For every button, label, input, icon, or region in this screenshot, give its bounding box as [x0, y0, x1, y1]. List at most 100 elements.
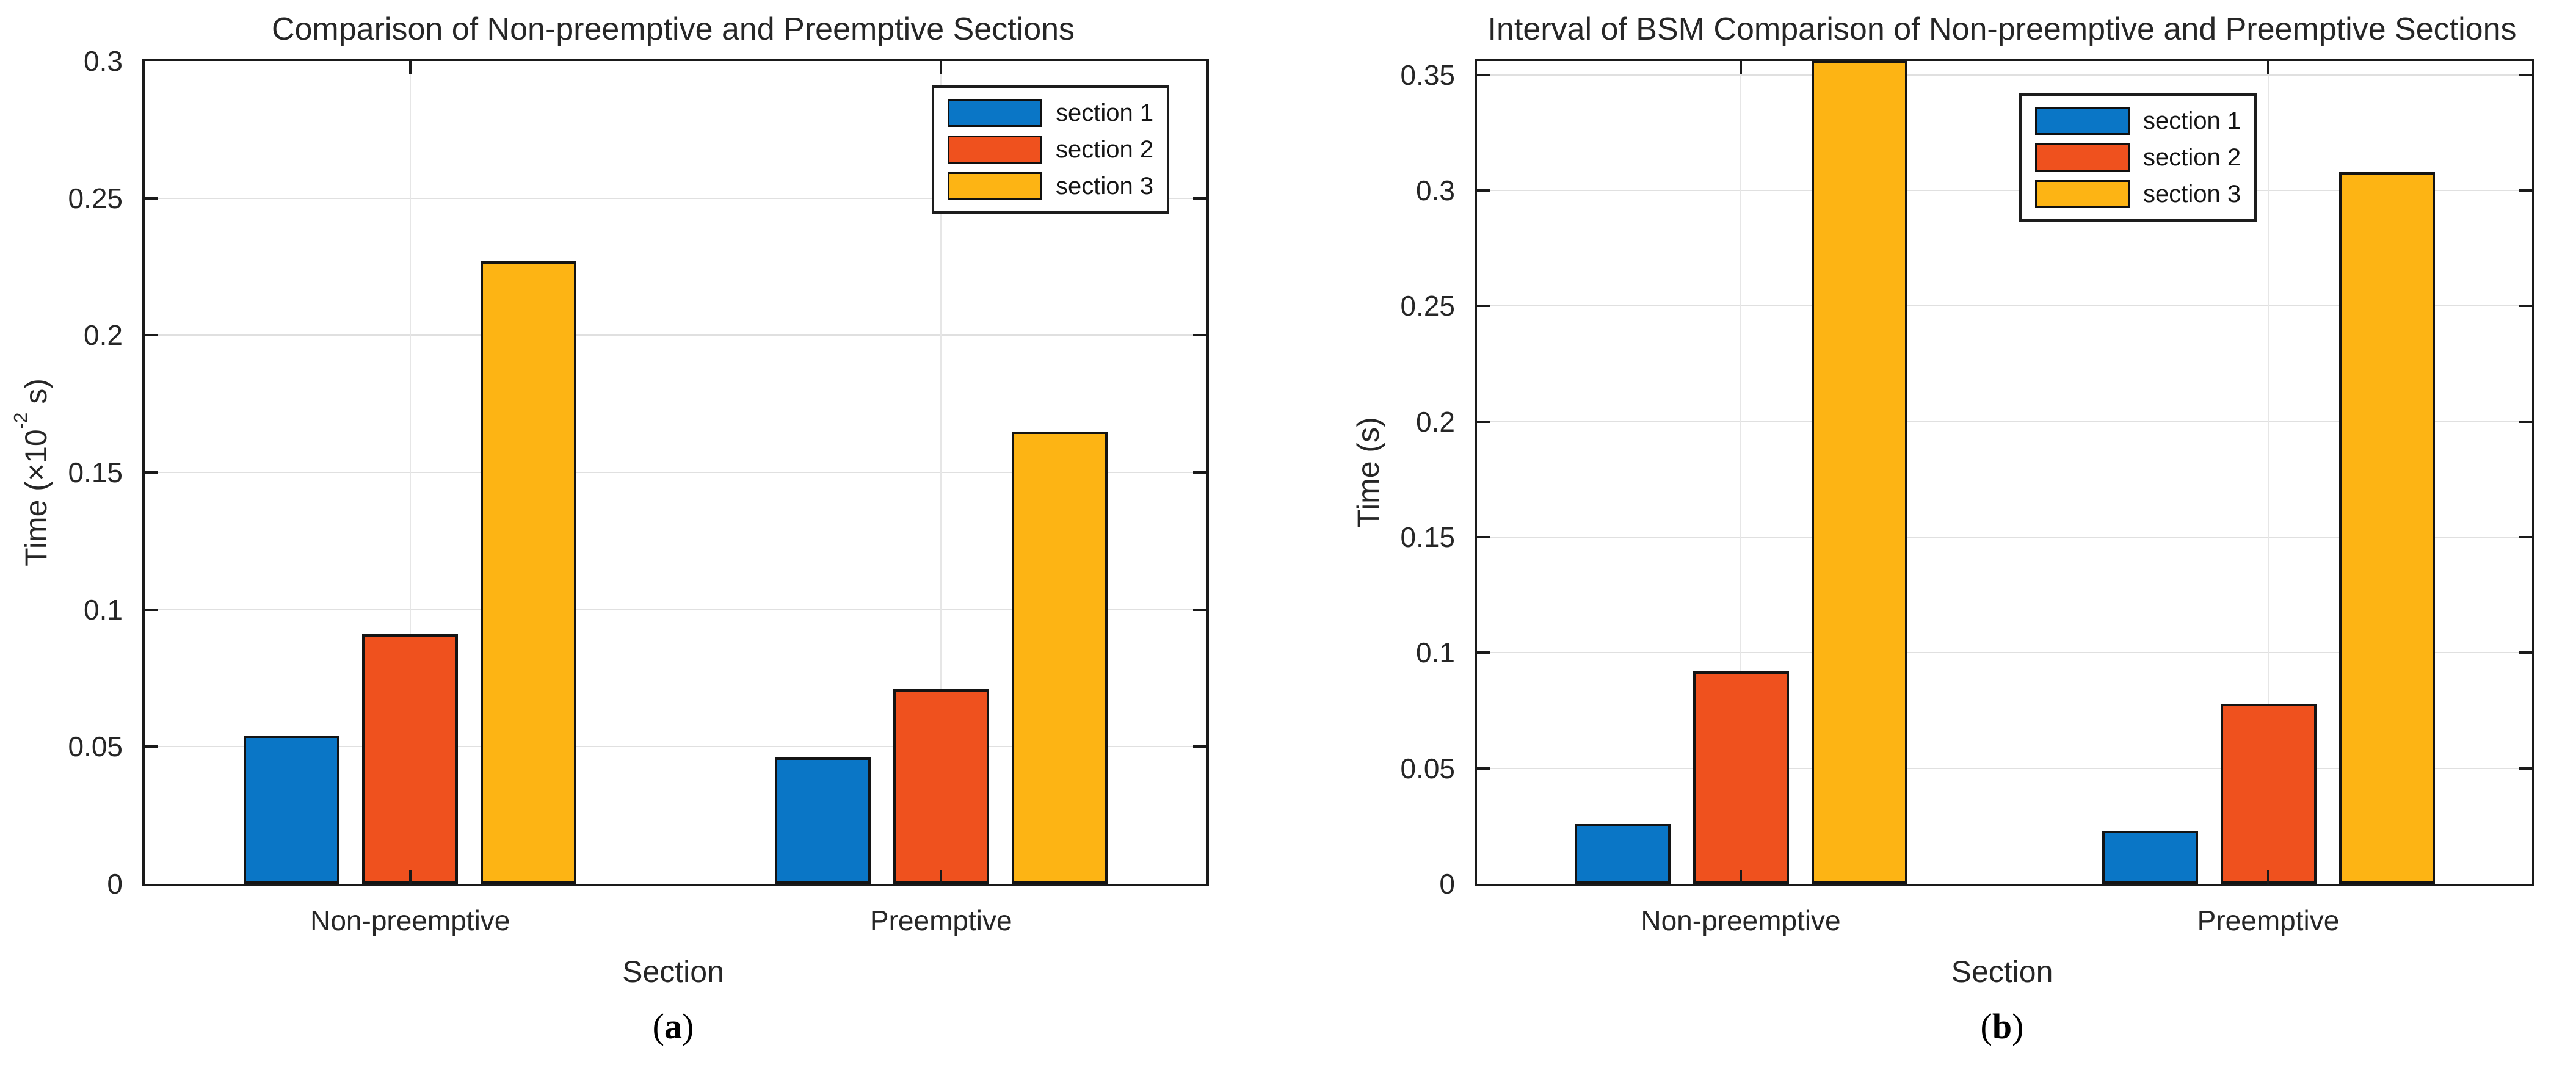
y-axis-tick: [2519, 767, 2532, 770]
legend-entry-section-1: section 1: [948, 99, 1153, 127]
legend-label: section 1: [2143, 107, 2241, 134]
x-axis-tick: [2267, 870, 2269, 884]
legend-entry-section-2: section 2: [2035, 143, 2241, 172]
panel-a-caption: (a): [652, 1007, 694, 1046]
bar-non-preemptive-section-3: [481, 261, 577, 884]
bar-preemptive-section-2: [2220, 704, 2317, 884]
panel-a: Comparison of Non-preemptive and Preempt…: [0, 0, 1282, 1070]
y-tick-label: 0.1: [84, 593, 123, 626]
y-axis-tick: [1193, 197, 1206, 200]
bar-preemptive-section-3: [1011, 432, 1108, 884]
y-tick-label: 0: [1439, 868, 1455, 900]
y-tick-label: 0.35: [1400, 59, 1455, 91]
y-axis-tick: [1193, 745, 1206, 748]
y-gridline: [145, 746, 1206, 748]
y-gridline: [145, 197, 1206, 199]
bar-non-preemptive-section-1: [244, 736, 340, 884]
bar-preemptive-section-1: [2102, 831, 2198, 884]
x-gridline: [940, 61, 942, 884]
legend: section 1 section 2 section 3: [932, 85, 1170, 214]
x-gridline: [2268, 61, 2269, 884]
y-axis-tick: [2519, 420, 2532, 423]
bar-preemptive-section-3: [2338, 172, 2435, 884]
y-tick-label: 0.3: [1416, 175, 1455, 207]
y-axis-tick: [2519, 651, 2532, 654]
legend-swatch-section-2: [2035, 143, 2130, 172]
x-axis-tick: [1740, 870, 1742, 884]
legend-label: section 2: [1056, 136, 1154, 163]
legend-entry-section-1: section 1: [2035, 107, 2241, 135]
y-tick-label: 0.05: [1400, 752, 1455, 784]
y-gridline: [1477, 537, 2532, 538]
y-axis-tick: [145, 334, 158, 337]
panel-a-x-axis-label: Section: [622, 955, 724, 989]
y-tick-label: 0.1: [1416, 637, 1455, 669]
y-gridline: [1477, 74, 2532, 76]
x-gridline: [1740, 61, 1741, 884]
y-gridline: [145, 472, 1206, 473]
y-tick-label: 0.25: [1400, 290, 1455, 322]
x-tick-label: Non-preemptive: [1641, 905, 1841, 936]
bar-preemptive-section-2: [893, 689, 989, 884]
legend-label: section 1: [1056, 99, 1154, 126]
x-tick-label: Preemptive: [2197, 905, 2340, 936]
panel-b-caption: (b): [1980, 1007, 2024, 1046]
y-axis-tick: [1477, 420, 1490, 423]
panel-b-x-axis-label: Section: [1951, 955, 2053, 989]
x-axis-tick: [408, 61, 412, 74]
y-axis-tick: [1477, 73, 1490, 76]
legend-swatch-section-3: [2035, 180, 2130, 208]
y-tick-label: 0.3: [84, 45, 123, 77]
y-tick-label: 0.15: [68, 457, 123, 488]
y-tick-label: 0.2: [1416, 405, 1455, 438]
legend-swatch-section-1: [948, 99, 1042, 127]
y-tick-label: 0.2: [84, 319, 123, 352]
legend-label: section 3: [2143, 181, 2241, 208]
legend-entry-section-3: section 3: [2035, 180, 2241, 208]
bar-non-preemptive-section-1: [1574, 824, 1671, 884]
x-axis-tick: [408, 870, 412, 884]
legend-label: section 3: [1056, 173, 1154, 200]
legend-entry-section-3: section 3: [948, 172, 1153, 200]
legend-label: section 2: [2143, 144, 2241, 171]
panel-b: Interval of BSM Comparison of Non-preemp…: [1282, 0, 2576, 1070]
legend: section 1 section 2 section 3: [2019, 93, 2257, 222]
y-axis-tick: [1193, 608, 1206, 611]
y-axis-tick: [1477, 767, 1490, 770]
y-tick-label: 0.05: [68, 731, 123, 763]
bar-non-preemptive-section-2: [1693, 671, 1789, 884]
y-gridline: [1477, 767, 2532, 769]
y-axis-tick: [145, 471, 158, 474]
legend-swatch-section-1: [2035, 107, 2130, 135]
y-tick-label: 0.25: [68, 182, 123, 214]
y-tick-label: 0: [107, 868, 123, 900]
y-axis-tick: [1193, 334, 1206, 337]
y-axis-tick: [145, 745, 158, 748]
x-axis-tick: [1740, 61, 1742, 74]
legend-entry-section-2: section 2: [948, 136, 1153, 164]
panel-a-plot-area: Time (×10-2 s) 0 0.05 0.1 0.15 0.2 0.25 0.3 Non…: [10, 45, 1209, 936]
bar-preemptive-section-1: [774, 757, 871, 884]
y-axis-tick: [145, 197, 158, 200]
y-axis-tick: [2519, 536, 2532, 539]
x-axis-tick: [940, 870, 943, 884]
y-axis-tick: [2519, 305, 2532, 308]
y-axis-tick: [1477, 651, 1490, 654]
y-axis-tick: [1193, 471, 1206, 474]
y-gridline: [1477, 305, 2532, 307]
panel-b-plot-area: Time (s) 0 0.05 0.1 0.15 0.2 0.25 0.3 0.35 Non-p…: [1351, 59, 2534, 936]
x-gridline: [409, 61, 411, 884]
panel-b-title: Interval of BSM Comparison of Non-preemp…: [1487, 12, 2517, 47]
legend-swatch-section-3: [948, 172, 1042, 200]
legend-swatch-section-2: [948, 136, 1042, 164]
bar-non-preemptive-section-3: [1811, 61, 1907, 884]
x-axis-tick: [940, 61, 943, 74]
y-axis-tick: [145, 608, 158, 611]
x-tick-label: Preemptive: [869, 905, 1012, 936]
x-tick-label: Non-preemptive: [310, 905, 510, 936]
x-axis-tick: [2267, 61, 2269, 74]
y-axis-tick: [2519, 189, 2532, 192]
y-axis-tick: [2519, 73, 2532, 76]
y-gridline: [145, 609, 1206, 610]
